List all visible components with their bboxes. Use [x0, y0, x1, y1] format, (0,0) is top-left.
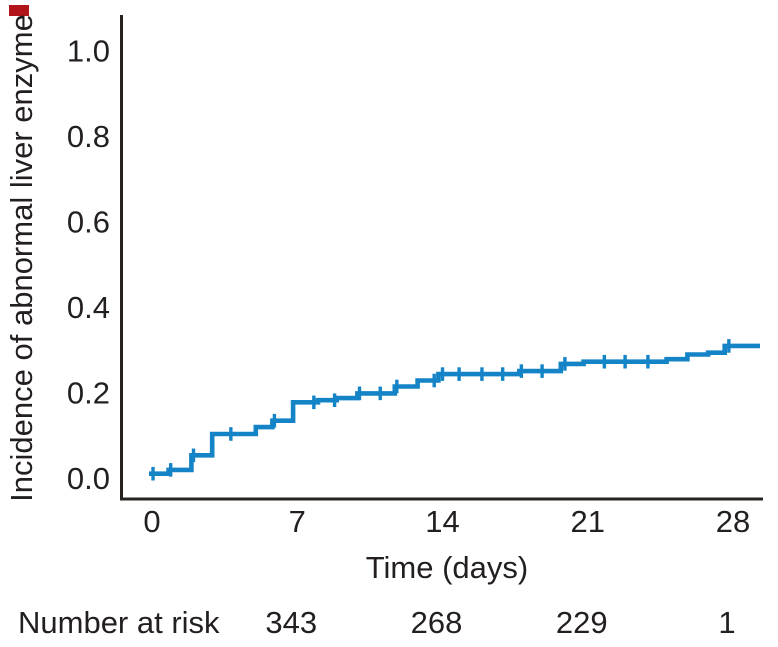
y-axis-tick-labels: 1.0 0.8 0.6 0.4 0.2 0.0 — [67, 34, 110, 497]
x-tick-label: 21 — [571, 504, 605, 539]
number-at-risk-values: 343 268 229 1 — [265, 605, 735, 640]
x-tick-label: 7 — [289, 504, 306, 539]
number-at-risk-value: 1 — [718, 605, 735, 640]
incidence-curve-path — [149, 343, 760, 476]
corner-mark — [9, 5, 29, 16]
y-tick-label: 0.2 — [67, 376, 110, 411]
x-tick-label: 28 — [716, 504, 750, 539]
y-tick-label: 1.0 — [67, 34, 110, 69]
incidence-step-curve — [149, 343, 760, 476]
x-tick-label: 14 — [425, 504, 459, 539]
number-at-risk-value: 229 — [556, 605, 608, 640]
y-tick-label: 0.6 — [67, 205, 110, 240]
x-tick-label: 0 — [143, 504, 160, 539]
y-axis-title: Incidence of abnormal liver enzyme — [4, 14, 39, 502]
x-axis-title: Time (days) — [366, 550, 528, 585]
censor-marks — [151, 339, 731, 481]
x-axis-tick-labels: 0 7 14 21 28 — [143, 504, 750, 539]
number-at-risk-label: Number at risk — [18, 605, 220, 640]
number-at-risk-value: 268 — [411, 605, 463, 640]
y-tick-label: 0.4 — [67, 290, 110, 325]
number-at-risk-value: 343 — [265, 605, 317, 640]
y-tick-label: 0.8 — [67, 119, 110, 154]
y-tick-label: 0.0 — [67, 461, 110, 496]
